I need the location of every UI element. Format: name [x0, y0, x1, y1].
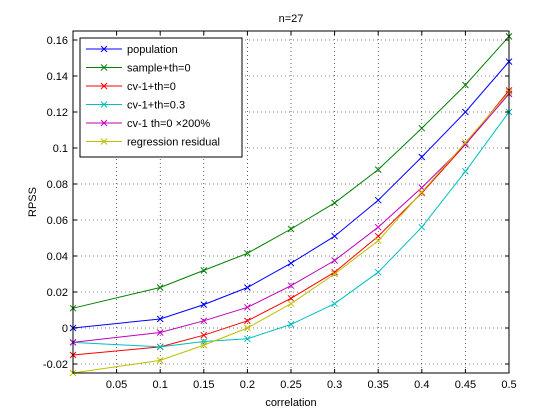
data-point — [418, 153, 426, 161]
data-point — [374, 166, 382, 173]
legend-item: regression residual — [86, 137, 220, 149]
legend-label: population — [127, 44, 178, 56]
legend: population sample+th=0 cv-1+th=0 cv-1+th=0.… — [79, 37, 243, 158]
x-tick-label: 0.15 — [193, 379, 214, 391]
legend-marker — [100, 101, 108, 108]
y-tick-label: 0.04 — [47, 251, 68, 263]
series-line — [72, 90, 510, 356]
data-point — [244, 249, 251, 257]
y-tick-label: 0.08 — [47, 179, 68, 191]
legend-item: cv-1 th=0 ×200% — [86, 118, 210, 130]
y-tick-label: 0 — [62, 323, 68, 335]
x-tick-label: 0.05 — [106, 379, 127, 391]
data-point — [331, 300, 338, 308]
legend-item: sample+th=0 — [86, 63, 191, 75]
data-point — [244, 317, 251, 325]
series-1 — [69, 33, 513, 312]
y-axis-label: RPSS — [27, 187, 39, 217]
data-point — [244, 335, 251, 343]
data-point — [200, 317, 208, 325]
data-point — [287, 300, 295, 308]
data-point — [374, 237, 382, 245]
data-point — [200, 301, 208, 308]
data-point — [462, 81, 469, 89]
legend-marker — [100, 138, 108, 145]
legend-marker — [100, 82, 108, 90]
data-point — [462, 108, 469, 116]
legend-marker — [100, 45, 108, 53]
series-line — [72, 61, 510, 329]
y-tick-label: 0.02 — [47, 287, 68, 299]
x-tick-label: 0.1 — [153, 379, 168, 391]
data-point — [200, 341, 208, 349]
data-point — [287, 225, 295, 233]
data-point — [462, 168, 469, 175]
series-layer — [69, 33, 513, 377]
ticks: 0.05 0.1 0.15 0.2 0.25 0.3 0.35 0.4 0.45 0.5 -0.02… — [43, 31, 517, 391]
data-point — [287, 321, 295, 328]
legend-item: cv-1+th=0.3 — [86, 100, 185, 112]
x-tick-label: 0.3 — [327, 379, 342, 391]
data-point — [331, 199, 338, 207]
data-point — [200, 267, 208, 274]
data-point — [244, 303, 251, 311]
x-tick-label: 0.25 — [280, 379, 301, 391]
data-point — [418, 124, 426, 132]
data-point — [287, 282, 295, 290]
y-tick-label: 0.12 — [47, 107, 68, 119]
series-line — [72, 111, 510, 348]
x-tick-label: 0.35 — [367, 379, 388, 391]
data-point — [331, 257, 338, 264]
data-point — [156, 284, 164, 291]
data-point — [287, 259, 295, 267]
series-line — [72, 93, 510, 343]
legend-label: sample+th=0 — [127, 63, 191, 75]
data-point — [462, 141, 469, 148]
y-tick-label: -0.02 — [43, 359, 68, 371]
data-point — [418, 188, 426, 196]
data-point — [156, 357, 164, 364]
y-tick-label: 0.1 — [53, 143, 68, 155]
x-tick-label: 0.4 — [414, 379, 429, 391]
data-point — [156, 329, 164, 336]
legend-marker — [100, 119, 108, 127]
legend-label: cv-1 th=0 ×200% — [127, 118, 210, 130]
series-line — [72, 91, 510, 374]
y-tick-label: 0.06 — [47, 215, 68, 227]
data-point — [374, 268, 382, 276]
legend-box — [79, 37, 243, 158]
data-point — [156, 315, 164, 323]
series-line — [72, 36, 510, 309]
y-tick-label: 0.16 — [47, 35, 68, 47]
legend-label: cv-1+th=0 — [127, 81, 176, 93]
data-point — [374, 196, 382, 204]
legend-item: cv-1+th=0 — [86, 81, 176, 93]
data-point — [200, 331, 208, 339]
y-tick-label: 0.14 — [47, 71, 68, 83]
data-point — [462, 139, 469, 146]
x-tick-label: 0.2 — [240, 379, 255, 391]
legend-item: population — [86, 44, 178, 56]
legend-label: regression residual — [127, 137, 220, 149]
legend-label: cv-1+th=0.3 — [127, 100, 185, 112]
series-3 — [69, 108, 513, 351]
x-tick-label: 0.45 — [455, 379, 476, 391]
chart-title: n=27 — [279, 13, 304, 25]
x-tick-label: 0.5 — [501, 379, 516, 391]
data-point — [374, 223, 382, 231]
data-point — [418, 223, 426, 231]
data-point — [156, 343, 164, 351]
legend-marker — [100, 64, 108, 71]
data-point — [244, 324, 251, 332]
data-point — [244, 284, 251, 291]
data-point — [287, 294, 295, 302]
x-axis-label: correlation — [265, 397, 316, 409]
data-point — [331, 268, 338, 276]
data-point — [331, 232, 338, 240]
data-point — [331, 270, 338, 278]
